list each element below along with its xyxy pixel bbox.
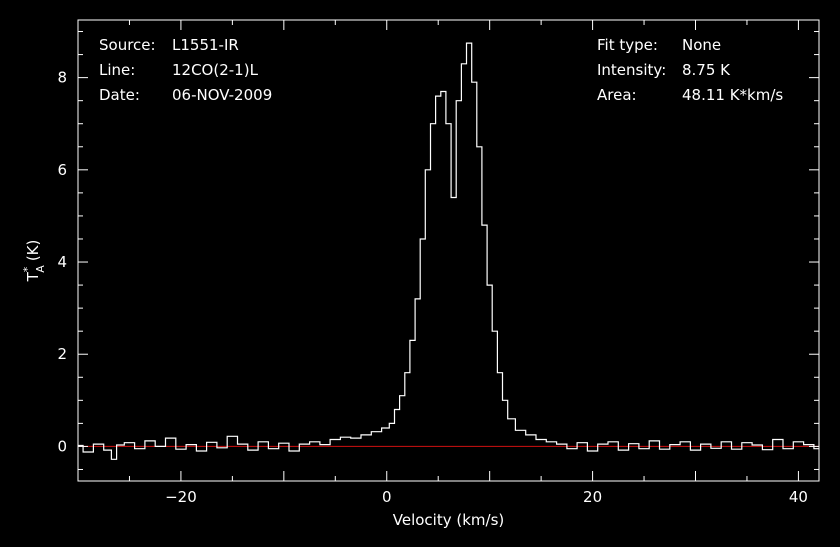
y-tick-label: 6	[57, 161, 67, 179]
x-tick-label: 40	[789, 488, 808, 506]
x-axis-label: Velocity (km/s)	[393, 511, 504, 529]
plot-frame	[77, 19, 820, 482]
plot-area: −20 0 20 40 0 2 4 6 8 Velocity (km/s) T*A (K)	[21, 20, 819, 529]
annotation-key: Area:	[597, 86, 637, 104]
y-axis-label-superscript: *	[21, 266, 34, 272]
y-axis-label-subscript: A	[34, 265, 47, 273]
y-tick-label: 0	[57, 437, 67, 455]
y-axis-label-base: T	[24, 271, 42, 282]
y-tick-label: 4	[57, 253, 67, 271]
y-tick-label: 8	[57, 69, 67, 87]
spectrum-series-line	[78, 42, 819, 460]
x-tick-label: −20	[165, 488, 197, 506]
y-axis-label-unit: (K)	[24, 240, 42, 262]
annotation-key: Intensity:	[597, 61, 666, 79]
annotation-value: L1551-IR	[172, 36, 239, 54]
annotation-value: 8.75 K	[682, 61, 731, 79]
annotation-value: 48.11 K*km/s	[682, 86, 783, 104]
annotation-key: Source:	[99, 36, 156, 54]
annotations-panel: Source: L1551-IR Line: 12CO(2-1)L Date: 06-NO…	[99, 36, 783, 104]
annotation-key: Date:	[99, 86, 140, 104]
annotation-key: Fit type:	[597, 36, 658, 54]
annotation-value: None	[682, 36, 721, 54]
annotation-key: Line:	[99, 61, 135, 79]
y-tick-label: 2	[57, 345, 67, 363]
x-tick-label: 20	[583, 488, 602, 506]
x-tick-label: 0	[382, 488, 392, 506]
annotation-value: 12CO(2-1)L	[172, 61, 259, 79]
y-axis-label: T*A (K)	[21, 240, 47, 283]
annotation-value: 06-NOV-2009	[172, 86, 272, 104]
